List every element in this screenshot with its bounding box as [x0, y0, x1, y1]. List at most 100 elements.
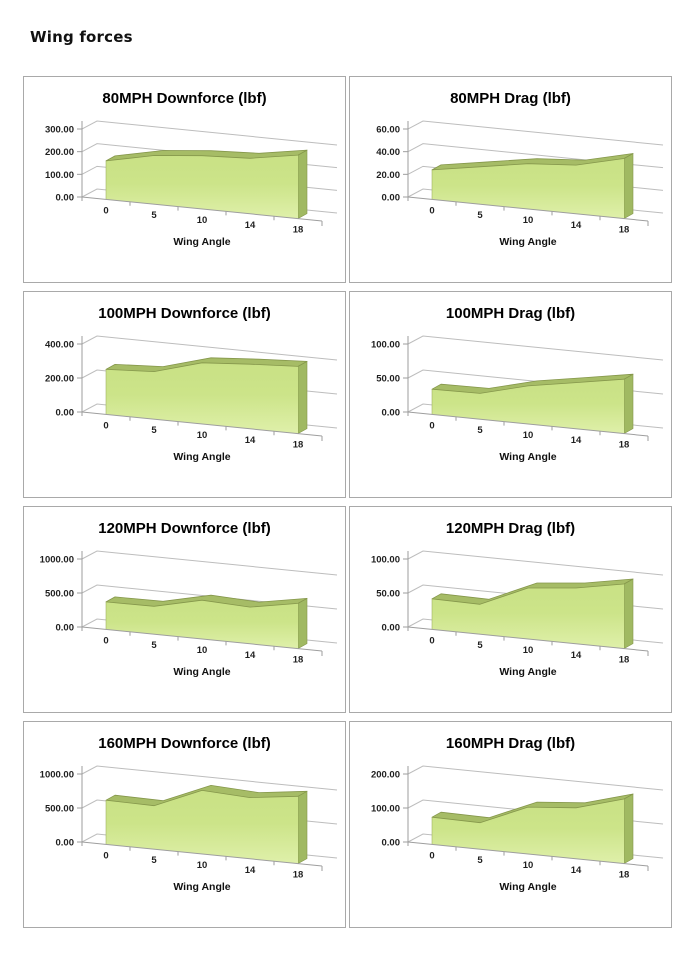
x-axis-title: Wing Angle: [499, 666, 556, 678]
x-axis-line: [407, 196, 649, 222]
area-chart-svg: 120MPH Drag (lbf) 100.00 50.00 0.00 0 5 10 14 18…: [371, 520, 664, 678]
x-axis-title: Wing Angle: [173, 451, 230, 463]
x-axis-tick-label: 0: [103, 205, 108, 216]
x-axis-tick-label: 10: [523, 860, 534, 871]
area-side-face: [297, 149, 308, 220]
x-axis-tick-label: 5: [477, 855, 483, 866]
y-axis-tick-label: 200.00: [371, 770, 400, 781]
y-axis-tick-label: 0.00: [382, 838, 401, 849]
y-axis-tick-label: 0.00: [56, 838, 75, 849]
area-chart-svg: 100MPH Drag (lbf) 100.00 50.00 0.00 0 5 10 14 18…: [371, 305, 664, 463]
x-axis-line: [407, 411, 649, 437]
gridline: [81, 120, 338, 146]
chart-title: 100MPH Drag (lbf): [446, 305, 575, 322]
y-axis-tick-label: 400.00: [45, 340, 74, 351]
x-axis-tick-label: 18: [619, 655, 630, 666]
x-axis-tick-label: 10: [197, 645, 208, 656]
x-axis-line: [81, 626, 323, 652]
area-chart-svg: 160MPH Downforce (lbf) 1000.00 500.00 0.00 0…: [40, 735, 338, 893]
gridline: [407, 335, 664, 361]
x-axis-tick-label: 5: [477, 210, 483, 221]
y-axis-tick-label: 100.00: [45, 170, 74, 181]
area-series: [106, 155, 298, 219]
area-series: [106, 362, 298, 434]
chart-120mph-downforce-lbf[interactable]: 120MPH Downforce (lbf) 1000.00 500.00 0.00 0…: [23, 506, 346, 713]
y-axis-tick-label: 200.00: [45, 374, 74, 385]
area-chart-svg: 80MPH Drag (lbf) 60.00 40.00 20.00 0.00 0 5 10 1…: [376, 90, 664, 248]
y-axis-tick-label: 500.00: [45, 589, 74, 600]
area-side-face: [297, 360, 308, 435]
x-axis-tick-label: 0: [429, 635, 434, 646]
x-axis-tick-label: 18: [293, 225, 304, 236]
area-top-band: [431, 373, 634, 394]
x-axis-tick-label: 14: [245, 865, 256, 876]
x-axis-tick-label: 5: [151, 640, 157, 651]
area-series: [106, 790, 298, 864]
chart-100mph-drag-lbf[interactable]: 100MPH Drag (lbf) 100.00 50.00 0.00 0 5 10 14 18…: [349, 291, 672, 498]
x-axis-tick-label: 14: [571, 435, 582, 446]
x-axis-tick-label: 10: [197, 860, 208, 871]
area-chart-svg: 80MPH Downforce (lbf)300.00200.00100.000…: [45, 90, 338, 248]
area-side-face: [297, 790, 308, 865]
gridline: [407, 550, 664, 576]
y-axis-tick-label: 0.00: [56, 623, 75, 634]
area-chart-svg: 120MPH Downforce (lbf) 1000.00 500.00 0.00 0…: [40, 520, 338, 678]
y-axis-tick-label: 100.00: [371, 340, 400, 351]
x-axis-tick-label: 10: [523, 215, 534, 226]
gridline: [407, 120, 664, 146]
area-top-band: [105, 785, 308, 807]
charts-grid: 80MPH Downforce (lbf) 300.00 200.00 100.00 0…: [23, 76, 672, 928]
chart-160mph-downforce-lbf[interactable]: 160MPH Downforce (lbf) 1000.00 500.00 0.00 0…: [23, 721, 346, 928]
gridline: [81, 765, 338, 791]
area-chart-svg: 160MPH Drag (lbf) 200.00 100.00 0.00 0 5 10 14 1…: [371, 735, 664, 893]
y-axis-tick-label: 300.00: [45, 125, 74, 136]
area-side-face: [623, 152, 634, 220]
chart-160mph-drag-lbf[interactable]: 160MPH Drag (lbf) 200.00 100.00 0.00 0 5 10 14 1…: [349, 721, 672, 928]
gridline: [407, 765, 664, 791]
y-axis-tick-label: 0.00: [382, 193, 401, 204]
x-axis-tick-label: 14: [571, 865, 582, 876]
area-series: [432, 379, 624, 434]
chart-80mph-drag-lbf[interactable]: 80MPH Drag (lbf) 60.00 40.00 20.00 0.00 0 5 10 1…: [349, 76, 672, 283]
x-axis-tick-label: 14: [245, 435, 256, 446]
x-axis-tick-label: 10: [197, 215, 208, 226]
area-side-face: [623, 578, 634, 650]
x-axis-tick-label: 18: [619, 225, 630, 236]
area-top-band: [105, 149, 308, 162]
chart-120mph-drag-lbf[interactable]: 120MPH Drag (lbf) 100.00 50.00 0.00 0 5 10 14 18…: [349, 506, 672, 713]
x-axis-tick-label: 18: [293, 870, 304, 881]
x-axis-tick-label: 14: [571, 650, 582, 661]
y-axis-tick-label: 100.00: [371, 804, 400, 815]
y-axis-tick-label: 40.00: [376, 147, 400, 158]
area-series: [432, 584, 624, 649]
area-side-face: [623, 373, 634, 435]
area-top-band: [105, 357, 308, 372]
chart-100mph-downforce-lbf[interactable]: 100MPH Downforce (lbf) 400.00 200.00 0.00 0 5…: [23, 291, 346, 498]
y-axis-tick-label: 50.00: [376, 589, 400, 600]
area-chart-svg: 100MPH Downforce (lbf) 400.00 200.00 0.00 0 5…: [45, 305, 338, 463]
page-title: Wing forces: [30, 28, 133, 47]
x-axis-title: Wing Angle: [499, 881, 556, 893]
x-axis-title: Wing Angle: [173, 881, 230, 893]
y-axis-tick-label: 0.00: [56, 408, 75, 419]
x-axis-tick-label: 10: [523, 430, 534, 441]
gridline: [81, 335, 338, 361]
x-axis-title: Wing Angle: [499, 451, 556, 463]
area-series: [432, 799, 624, 864]
chart-title: 80MPH Drag (lbf): [450, 90, 571, 107]
x-axis-tick-label: 18: [293, 440, 304, 451]
chart-80mph-downforce-lbf[interactable]: 80MPH Downforce (lbf) 300.00 200.00 100.00 0…: [23, 76, 346, 283]
area-top-band: [105, 594, 308, 608]
y-axis-tick-label: 60.00: [376, 125, 400, 136]
x-axis-tick-label: 0: [429, 205, 434, 216]
area-side-face: [297, 597, 308, 650]
y-axis-tick-label: 1000.00: [40, 770, 74, 781]
chart-title: 80MPH Downforce (lbf): [102, 90, 266, 107]
chart-title: 100MPH Downforce (lbf): [98, 305, 271, 322]
x-axis-line: [81, 411, 323, 437]
area-series: [106, 600, 298, 649]
x-axis-tick-label: 18: [619, 870, 630, 881]
chart-title: 160MPH Downforce (lbf): [98, 735, 271, 752]
y-axis-tick-label: 50.00: [376, 374, 400, 385]
x-axis-title: Wing Angle: [499, 236, 556, 248]
